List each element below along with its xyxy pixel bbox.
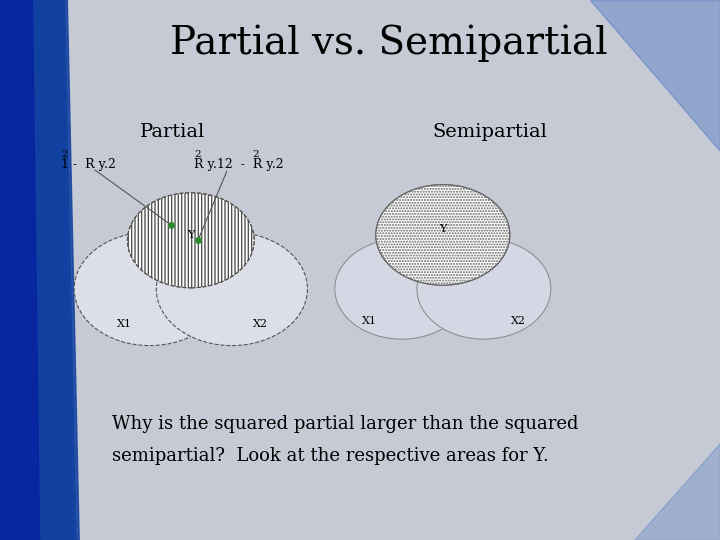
Text: 2: 2 [61, 151, 68, 159]
Circle shape [127, 193, 254, 288]
Polygon shape [0, 0, 76, 540]
Polygon shape [0, 0, 37, 540]
Polygon shape [590, 0, 720, 151]
Circle shape [417, 239, 551, 339]
Text: Partial: Partial [140, 123, 206, 141]
Polygon shape [634, 443, 720, 540]
Text: X2: X2 [253, 319, 268, 329]
Text: Partial vs. Semipartial: Partial vs. Semipartial [170, 24, 608, 62]
Polygon shape [0, 0, 69, 540]
Circle shape [74, 232, 225, 346]
Text: X2: X2 [511, 316, 526, 326]
Polygon shape [0, 0, 63, 540]
Text: 1 -  R y.2: 1 - R y.2 [61, 158, 116, 171]
Text: Y: Y [187, 230, 194, 240]
Polygon shape [0, 0, 30, 540]
Text: Y: Y [439, 225, 446, 234]
Polygon shape [0, 0, 34, 540]
Text: X1: X1 [362, 316, 377, 326]
Polygon shape [0, 0, 66, 540]
Polygon shape [0, 0, 79, 540]
Polygon shape [0, 0, 73, 540]
Polygon shape [0, 0, 18, 540]
Polygon shape [0, 0, 53, 540]
Polygon shape [0, 0, 24, 540]
Polygon shape [0, 0, 40, 540]
Text: R y.12  -  R y.2: R y.12 - R y.2 [194, 158, 284, 171]
Circle shape [335, 239, 469, 339]
Polygon shape [0, 0, 47, 540]
Circle shape [376, 185, 510, 285]
Text: Why is the squared partial larger than the squared: Why is the squared partial larger than t… [112, 415, 578, 433]
Text: X1: X1 [117, 319, 132, 329]
Polygon shape [0, 0, 21, 540]
Polygon shape [0, 0, 40, 540]
Text: 2: 2 [194, 151, 201, 159]
Polygon shape [0, 0, 60, 540]
Text: 2: 2 [252, 151, 258, 159]
Polygon shape [0, 0, 27, 540]
Polygon shape [0, 0, 50, 540]
Text: semipartial?  Look at the respective areas for Y.: semipartial? Look at the respective area… [112, 447, 549, 465]
Circle shape [376, 185, 510, 285]
Polygon shape [0, 0, 57, 540]
Text: Semipartial: Semipartial [432, 123, 547, 141]
Circle shape [156, 232, 307, 346]
Polygon shape [0, 0, 44, 540]
